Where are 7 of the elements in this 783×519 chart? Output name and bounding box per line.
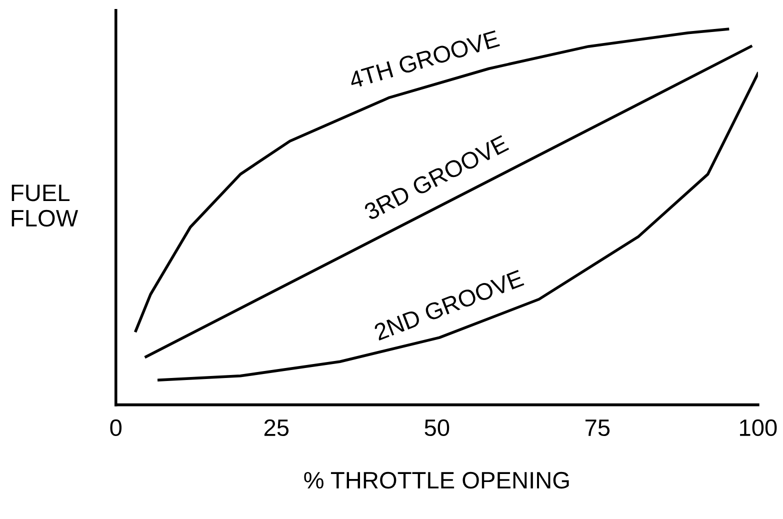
x-tick-label: 50 [424, 419, 450, 436]
x-tick-label: 100 [740, 419, 777, 436]
y-axis-title: FUEL FLOW [12, 184, 78, 227]
x-axis-title: % THROTTLE OPENING [304, 472, 569, 489]
x-tick-label: 25 [264, 419, 289, 436]
x-tick-label: 75 [586, 420, 610, 436]
x-tick-label: 0 [110, 419, 122, 436]
